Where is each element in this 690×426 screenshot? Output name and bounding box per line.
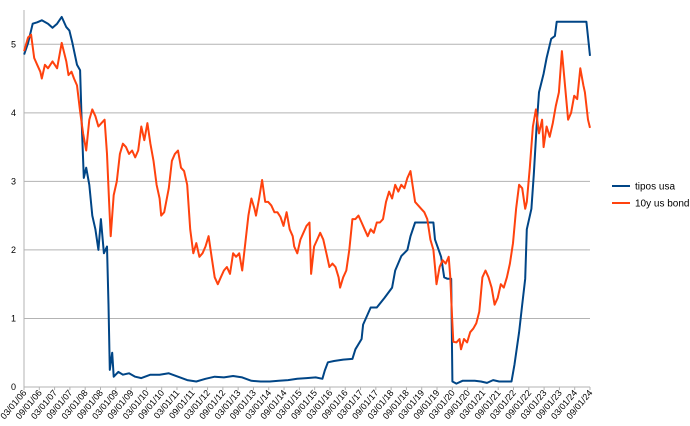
y-axis-tick-labels: 0 1 2 3 4 5	[11, 39, 16, 392]
y-tick-label: 3	[11, 176, 16, 186]
y-tick-label: 2	[11, 245, 16, 255]
legend-label-tipos-usa: tipos usa	[635, 182, 675, 193]
axes	[23, 10, 591, 390]
y-tick-label: 1	[11, 313, 16, 323]
legend: tipos usa 10y us bond	[612, 182, 690, 210]
series-lines	[23, 15, 591, 385]
series-line-tipos-usa	[23, 15, 591, 385]
series-line-10y-us-bond	[23, 33, 591, 351]
legend-label-10y-us-bond: 10y us bond	[635, 199, 690, 210]
y-tick-label: 4	[11, 108, 16, 118]
y-tick-label: 5	[11, 39, 16, 49]
y-tick-label: 0	[11, 382, 16, 392]
